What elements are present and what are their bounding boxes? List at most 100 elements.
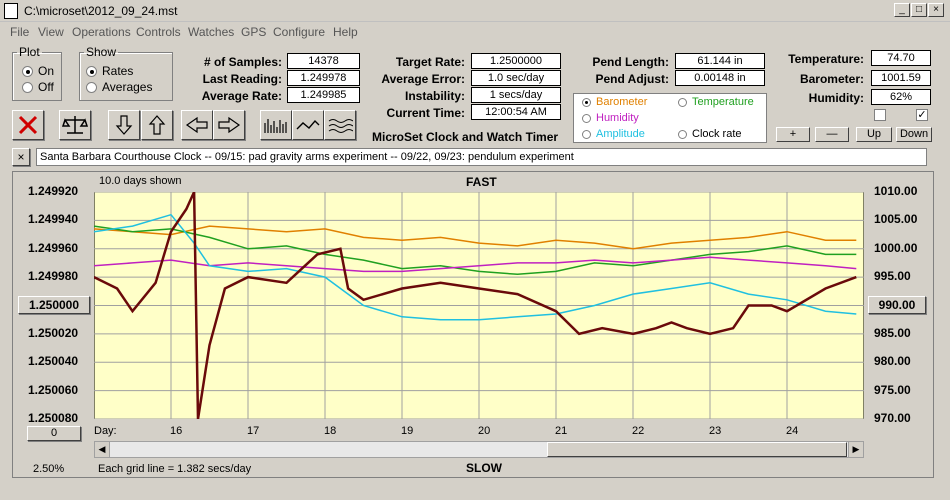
- y-right-tick-label: 1010.00: [874, 184, 918, 198]
- radio-dot: [678, 97, 687, 107]
- option-amplitude-label: Amplitude: [596, 128, 645, 140]
- notes-field[interactable]: Santa Barbara Courthouse Clock -- 09/15:…: [36, 148, 927, 166]
- samples-label: # of Samples:: [203, 55, 282, 69]
- barometer-label: Barometer:: [799, 72, 864, 86]
- instability-value: 1 secs/day: [471, 87, 561, 103]
- option-barometer-label: Barometer: [596, 96, 648, 108]
- plot-on-label: On: [38, 64, 55, 78]
- close-window-button[interactable]: ×: [928, 3, 944, 17]
- plot-group: Plot: [12, 45, 62, 101]
- option-clock-rate-label: Clock rate: [692, 128, 742, 140]
- days-shown-label: 10.0 days shown: [99, 175, 182, 187]
- option-barometer-radio[interactable]: Barometer: [582, 96, 647, 108]
- menu-gps[interactable]: GPS: [241, 25, 267, 39]
- minimize-button[interactable]: _: [894, 3, 910, 17]
- scroll-right-arrow-icon[interactable]: ▶: [848, 442, 863, 457]
- x-icon: [18, 115, 38, 135]
- horizontal-scrollbar[interactable]: ◀ ▶: [94, 441, 864, 458]
- close-notes-button[interactable]: ×: [12, 148, 30, 166]
- graph-options-box: Barometer Temperature Humidity Amplitude…: [573, 93, 767, 143]
- instability-label: Instability:: [404, 89, 465, 103]
- maximize-button[interactable]: □: [911, 3, 927, 17]
- option-clock-rate-radio[interactable]: Clock rate: [678, 128, 742, 140]
- scroll-thumb[interactable]: [547, 442, 847, 457]
- average-error-label: Average Error:: [381, 72, 465, 86]
- menu-help[interactable]: Help: [333, 25, 358, 39]
- average-rate-label: Average Rate:: [201, 89, 282, 103]
- temperature-label: Temperature:: [788, 52, 864, 66]
- title-bar: C:\microset\2012_09_24.mst _ □ ×: [0, 0, 950, 22]
- y-left-tick-label: 1.250020: [28, 325, 79, 340]
- y-right-tick-label: 995.00: [874, 269, 911, 284]
- menu-view[interactable]: View: [38, 25, 64, 39]
- menu-file[interactable]: File: [10, 25, 30, 39]
- balance-button[interactable]: [59, 110, 91, 140]
- show-averages-label: Averages: [102, 80, 153, 94]
- arrow-right-icon: [218, 116, 241, 134]
- humidity-label: Humidity:: [808, 91, 864, 105]
- left-reference-button[interactable]: 1.250000: [18, 296, 90, 314]
- zoom-plus-button[interactable]: +: [776, 127, 810, 142]
- y-right-tick-label: 980.00: [874, 354, 911, 369]
- option-temperature-radio[interactable]: Temperature: [678, 96, 754, 108]
- env-checkbox-1[interactable]: [874, 109, 886, 121]
- zoom-minus-button[interactable]: —: [815, 127, 849, 142]
- option-humidity-radio[interactable]: Humidity: [582, 112, 639, 124]
- barometer-value: 1001.59: [871, 70, 931, 86]
- zero-button[interactable]: 0: [27, 426, 81, 441]
- last-reading-value: 1.249978: [287, 70, 360, 86]
- right-reference-button[interactable]: 990.00: [868, 296, 926, 314]
- series-line: [94, 192, 857, 419]
- plot-on-radio[interactable]: On: [22, 64, 54, 78]
- menu-operations[interactable]: Operations: [72, 25, 131, 39]
- radio-dot: [582, 129, 591, 139]
- show-rates-radio[interactable]: Rates: [86, 64, 133, 78]
- window-title: C:\microset\2012_09_24.mst: [24, 4, 178, 18]
- line-graph-icon: [296, 119, 320, 130]
- rate-chart: [94, 192, 864, 419]
- current-time-label: Current Time:: [386, 106, 465, 120]
- bar-view-button[interactable]: [260, 110, 292, 140]
- slow-label: SLOW: [466, 461, 502, 475]
- scale-up-button[interactable]: Up: [856, 127, 892, 142]
- menu-watches[interactable]: Watches: [188, 25, 235, 39]
- option-humidity-label: Humidity: [596, 112, 639, 124]
- arrow-down-icon: [115, 115, 133, 135]
- day-axis-label: Day:: [94, 425, 117, 437]
- y-right-tick-label: 1005.00: [874, 212, 918, 227]
- chart-grid: [94, 192, 864, 419]
- scroll-left-arrow-icon[interactable]: ◀: [95, 442, 110, 457]
- series-line: [94, 225, 857, 250]
- line-view-button[interactable]: [292, 110, 324, 140]
- y-left-tick-label: 1.250060: [28, 382, 79, 397]
- radio-dot: [22, 81, 33, 93]
- scale-down-button[interactable]: Down: [896, 127, 932, 142]
- last-reading-label: Last Reading:: [202, 72, 282, 86]
- radio-dot: [582, 113, 591, 123]
- target-rate-value[interactable]: 1.2500000: [471, 53, 561, 69]
- wave-icon: [328, 119, 353, 133]
- average-rate-value: 1.249985: [287, 87, 360, 103]
- x-tick-label: 18: [324, 425, 337, 437]
- radio-dot: [22, 65, 33, 77]
- pend-adjust-label: Pend Adjust:: [595, 72, 669, 86]
- grid-note: Each grid line = 1.382 secs/day: [98, 463, 252, 475]
- plot-panel: [12, 171, 934, 478]
- arrow-right-button[interactable]: [213, 110, 245, 140]
- arrow-left-button[interactable]: [181, 110, 213, 140]
- plot-off-radio[interactable]: Off: [22, 80, 54, 94]
- env-checkbox-2[interactable]: ✓: [916, 109, 928, 121]
- menu-configure[interactable]: Configure: [273, 25, 326, 39]
- show-averages-radio[interactable]: Averages: [86, 80, 152, 94]
- menu-controls[interactable]: Controls: [136, 25, 181, 39]
- option-amplitude-radio[interactable]: Amplitude: [582, 128, 645, 140]
- y-left-tick-label: 1.250080: [28, 411, 79, 425]
- x-tick-label: 23: [709, 425, 722, 437]
- current-time-value: 12:00:54 AM: [471, 104, 561, 120]
- arrow-up-button[interactable]: [141, 110, 173, 140]
- histogram-icon: [264, 119, 287, 133]
- temperature-value: 74.70: [871, 50, 931, 66]
- wave-view-button[interactable]: [324, 110, 356, 140]
- arrow-down-button[interactable]: [108, 110, 140, 140]
- clear-button[interactable]: [12, 110, 44, 140]
